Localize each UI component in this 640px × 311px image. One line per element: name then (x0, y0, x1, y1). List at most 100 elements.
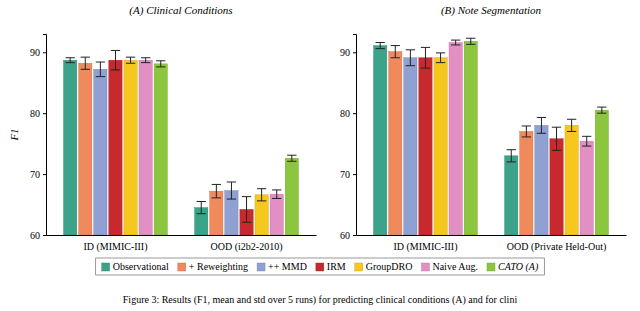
error-bar (391, 46, 400, 58)
bar (255, 195, 268, 235)
error-cap (156, 60, 165, 61)
legend-label: Observational (113, 261, 169, 272)
error-cap (66, 57, 75, 58)
error-cap (242, 196, 251, 197)
error-cap (406, 65, 415, 66)
legend-swatch (421, 263, 429, 271)
error-cap (141, 62, 150, 63)
error-cap (376, 42, 385, 43)
error-stem (556, 127, 557, 150)
error-cap (466, 44, 475, 45)
error-bar (141, 58, 150, 63)
bar (64, 60, 77, 235)
error-stem (395, 46, 396, 58)
legend-swatch (178, 263, 186, 271)
tick-mark (43, 174, 46, 175)
error-cap (552, 150, 561, 151)
error-cap (597, 113, 606, 114)
bar (139, 60, 152, 235)
error-bar (507, 150, 516, 162)
axis-line (47, 235, 317, 236)
error-stem (291, 155, 292, 161)
tick-label: OOD (i2b2-2010) (211, 241, 283, 253)
y-axis: 60708090 (340, 35, 357, 241)
error-stem (216, 184, 217, 197)
error-bar (582, 136, 591, 146)
error-cap (111, 69, 120, 70)
error-stem (425, 47, 426, 68)
error-stem (526, 126, 527, 137)
error-bar (522, 126, 531, 137)
legend-item: Observational (102, 261, 169, 272)
tick-mark (353, 174, 356, 175)
error-stem (541, 117, 542, 133)
tick: ID (MIMIC-III) (393, 241, 457, 253)
error-cap (126, 63, 135, 64)
error-stem (145, 58, 146, 63)
tick-label: 90 (30, 47, 40, 58)
error-bar (287, 155, 296, 161)
legend-frame (96, 258, 545, 275)
error-cap (141, 57, 150, 58)
error-stem (601, 107, 602, 113)
bar (374, 46, 387, 235)
error-cap (212, 197, 221, 198)
error-bar (552, 127, 561, 150)
bar (285, 158, 298, 235)
tick-mark (353, 52, 356, 53)
error-cap (391, 57, 400, 58)
error-bar (451, 40, 460, 45)
caption: Figure 3: Results (F1, mean and std over… (123, 294, 518, 306)
error-cap (376, 48, 385, 49)
tick: 60 (340, 230, 356, 241)
legend-label: + Reweighting (189, 261, 248, 272)
error-cap (197, 201, 206, 202)
error-bar (227, 182, 236, 199)
error-stem (276, 190, 277, 199)
tick-label: 90 (340, 47, 350, 58)
error-bar (66, 58, 75, 63)
error-bar (597, 107, 606, 113)
bar (404, 58, 417, 235)
error-cap (522, 136, 531, 137)
bar (535, 125, 548, 235)
bar (389, 52, 402, 235)
legend-swatch (257, 263, 265, 271)
tick-label: 70 (30, 169, 40, 180)
error-stem (201, 202, 202, 214)
error-cap (421, 68, 430, 69)
tick: 70 (340, 169, 356, 180)
error-bar (376, 43, 385, 49)
legend-label: IRM (327, 261, 346, 272)
x-axis: ID (MIMIC-III) OOD (Private Held-Out) (357, 236, 627, 254)
tick-mark (353, 113, 356, 114)
legend-swatch (102, 263, 110, 271)
legend-swatch (487, 263, 495, 271)
error-bar (242, 197, 251, 223)
bar (434, 58, 447, 235)
bar (565, 125, 578, 235)
tick: 90 (30, 47, 46, 58)
figure: (A) Clinical Conditions60708090ID (MIMIC… (0, 0, 640, 311)
error-cap (257, 200, 266, 201)
error-bar (212, 184, 221, 197)
error-cap (582, 136, 591, 137)
legend-item: IRM (316, 261, 346, 272)
axis-line (353, 35, 357, 236)
error-bar (257, 189, 266, 201)
error-bar (126, 57, 135, 63)
error-stem (70, 58, 71, 63)
error-stem (261, 189, 262, 201)
error-cap (81, 57, 90, 58)
bar (550, 139, 563, 235)
tick-mark (353, 235, 356, 236)
tick: OOD (Private Held-Out) (507, 241, 606, 253)
bar (419, 58, 432, 235)
error-cap (111, 50, 120, 51)
tick-label: 80 (30, 108, 40, 119)
bar (595, 110, 608, 235)
tick-mark (43, 52, 46, 53)
tick-mark (43, 235, 46, 236)
error-cap (406, 49, 415, 50)
error-cap (436, 62, 445, 63)
